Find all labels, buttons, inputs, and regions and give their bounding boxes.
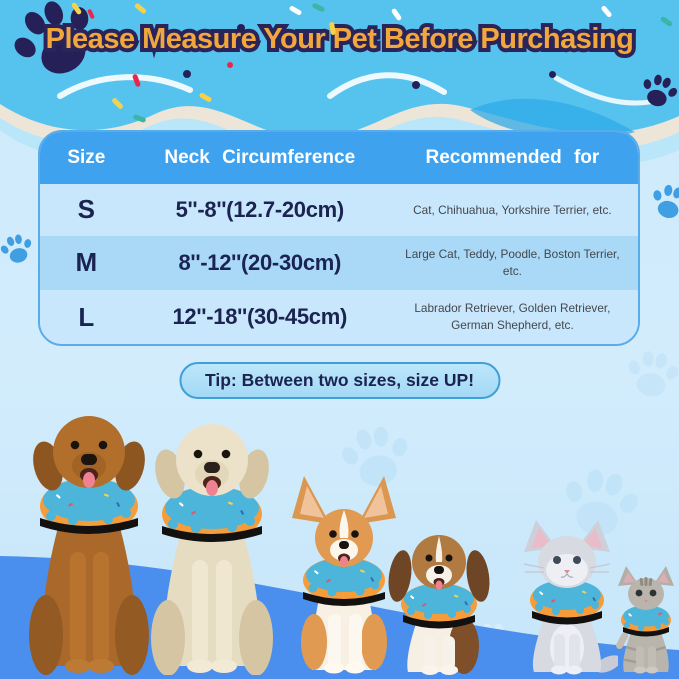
donut-collar-icon [401, 583, 477, 629]
paw-print-icon [646, 179, 679, 225]
col-header-size: Size [67, 147, 106, 168]
pet-corgi-photo [292, 476, 396, 674]
neck-circumference-value: 5''-8''(12.7-20cm) [175, 196, 345, 222]
table-row-size-s: S 5''-8''(12.7-20cm) Cat, Chihuahua, Yor… [40, 184, 638, 236]
donut-collar-icon [40, 478, 138, 534]
recommended-for-value: Labrador Retriever, Golden Retriever, Ge… [414, 301, 611, 332]
recommended-for-value: Large Cat, Teddy, Poodle, Boston Terrier… [405, 247, 620, 278]
pet-beagle-photo [388, 535, 490, 675]
neck-circumference-value: 8''-12''(20-30cm) [178, 249, 342, 275]
col-header-neck-circumference: Neck Circumference [164, 147, 356, 168]
size-value: M [75, 247, 98, 278]
pet-kitten-photo [616, 566, 674, 674]
size-table: Size Neck Circumference Recommended for … [38, 130, 640, 346]
confetti-sprinkle [227, 62, 233, 68]
size-value: S [77, 194, 96, 225]
confetti-sprinkle [183, 70, 191, 78]
paw-print-icon [0, 230, 37, 269]
confetti-sprinkle [237, 24, 245, 32]
pet-golden-retriever-photo [29, 416, 149, 675]
donut-collar-icon [621, 605, 671, 637]
donut-collar-icon [530, 580, 604, 625]
size-value: L [78, 301, 95, 332]
table-row-size-m: M 8''-12''(20-30cm) Large Cat, Teddy, Po… [40, 235, 638, 290]
page-title: Please Measure Your Pet Before Purchasin… [46, 23, 634, 56]
recommended-for-value: Cat, Chihuahua, Yorkshire Terrier, etc. [413, 202, 612, 217]
paw-print-watermark-icon [622, 346, 679, 403]
confetti-sprinkle [412, 81, 420, 89]
donut-collar-icon [303, 557, 385, 606]
pet-longhair-cat-photo [523, 520, 618, 675]
page-title-wrap: Please Measure Your Pet Before Purchasin… [0, 23, 679, 56]
confetti-sprinkle [549, 71, 556, 78]
table-row-size-l: L 12''-18''(30-45cm) Labrador Retriever,… [40, 290, 638, 344]
pet-cream-golden-retriever-photo [151, 424, 273, 675]
size-table-header-row: Size Neck Circumference Recommended for [40, 132, 638, 184]
sizing-tip-badge: Tip: Between two sizes, size UP! [178, 362, 501, 399]
col-header-recommended-for: Recommended for [425, 147, 600, 168]
donut-collar-icon [162, 486, 262, 542]
neck-circumference-value: 12''-18''(30-45cm) [172, 304, 348, 329]
